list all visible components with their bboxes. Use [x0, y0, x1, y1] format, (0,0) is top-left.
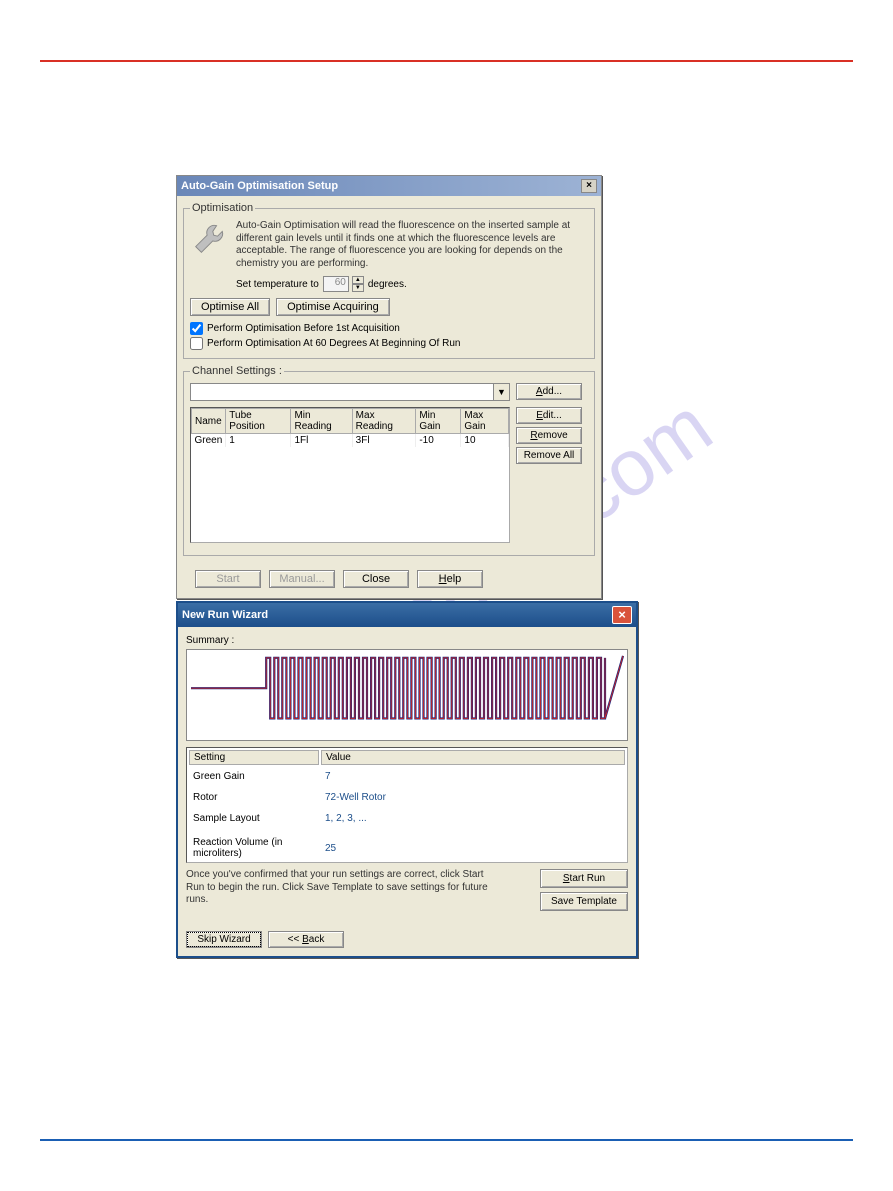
perform-before-1st-checkbox[interactable]	[190, 322, 203, 335]
spinner-icon[interactable]: ▲▼	[352, 276, 364, 292]
optimise-all-button[interactable]: Optimise All	[190, 298, 270, 316]
wrench-icon	[190, 220, 228, 258]
optimisation-group: Optimisation Auto-Gain Optimisation will…	[183, 202, 595, 359]
column-header[interactable]: Max Gain	[461, 409, 509, 434]
table-row: Rotor72-Well Rotor	[189, 788, 625, 807]
channel-settings-legend: Channel Settings :	[190, 365, 284, 377]
summary-chart	[186, 649, 628, 741]
table-row[interactable]: Green11Fl3Fl-1010	[192, 434, 509, 448]
help-button[interactable]: Help	[417, 570, 483, 588]
summary-label: Summary :	[186, 635, 628, 646]
optimisation-legend: Optimisation	[190, 202, 255, 214]
start-run-button[interactable]: Start Run	[540, 869, 628, 888]
perform-at-60-label: Perform Optimisation At 60 Degrees At Be…	[207, 338, 460, 349]
table-row: Reaction Volume (in microliters)25	[189, 831, 625, 863]
optimisation-description: Auto-Gain Optimisation will read the flu…	[236, 220, 588, 270]
wizard-titlebar[interactable]: New Run Wizard ×	[178, 603, 636, 627]
temperature-input[interactable]: 60	[323, 276, 349, 292]
perform-at-60-checkbox[interactable]	[190, 337, 203, 350]
manual-button[interactable]: Manual...	[269, 570, 335, 588]
column-header[interactable]: Tube Position	[226, 409, 291, 434]
close-icon[interactable]: ×	[612, 606, 632, 624]
temp-label-post: degrees.	[368, 279, 407, 290]
column-header[interactable]: Setting	[189, 750, 319, 765]
chevron-down-icon[interactable]: ▼	[493, 384, 509, 400]
page-top-rule	[40, 60, 853, 62]
auto-gain-titlebar[interactable]: Auto-Gain Optimisation Setup ×	[177, 176, 601, 196]
new-run-wizard-window: New Run Wizard × Summary : SettingValue …	[176, 601, 638, 958]
remove-all-button[interactable]: Remove All	[516, 447, 582, 464]
close-button[interactable]: Close	[343, 570, 409, 588]
remove-button[interactable]: Remove	[516, 427, 582, 444]
start-button[interactable]: Start	[195, 570, 261, 588]
table-row: Sample Layout1, 2, 3, ...	[189, 809, 625, 828]
page-bottom-rule	[40, 1139, 853, 1141]
optimise-acquiring-button[interactable]: Optimise Acquiring	[276, 298, 390, 316]
save-template-button[interactable]: Save Template	[540, 892, 628, 911]
skip-wizard-button[interactable]: Skip Wizard	[186, 931, 262, 948]
channel-combobox[interactable]: ▼	[190, 383, 510, 401]
column-header[interactable]: Value	[321, 750, 625, 765]
column-header[interactable]: Max Reading	[352, 409, 416, 434]
confirm-text: Once you've confirmed that your run sett…	[186, 869, 496, 907]
edit-button[interactable]: Edit...	[516, 407, 582, 424]
table-row: Green Gain7	[189, 767, 625, 786]
add-button[interactable]: Add...	[516, 383, 582, 400]
wizard-title: New Run Wizard	[182, 609, 268, 621]
auto-gain-window: Auto-Gain Optimisation Setup × Optimisat…	[176, 175, 602, 599]
auto-gain-title: Auto-Gain Optimisation Setup	[181, 180, 338, 192]
channel-settings-group: Channel Settings : ▼ Add... NameTube Pos…	[183, 365, 595, 556]
perform-before-1st-label: Perform Optimisation Before 1st Acquisit…	[207, 323, 400, 334]
column-header[interactable]: Min Gain	[416, 409, 461, 434]
close-icon[interactable]: ×	[581, 179, 597, 193]
temperature-row: Set temperature to 60 ▲▼ degrees.	[236, 276, 588, 292]
back-button[interactable]: << Back	[268, 931, 344, 948]
column-header[interactable]: Min Reading	[291, 409, 352, 434]
summary-table: SettingValue Green Gain7 Rotor72-Well Rot…	[187, 748, 627, 863]
column-header[interactable]: Name	[192, 409, 226, 434]
temp-label-pre: Set temperature to	[236, 279, 319, 290]
channel-table[interactable]: NameTube PositionMin ReadingMax ReadingM…	[190, 407, 510, 543]
